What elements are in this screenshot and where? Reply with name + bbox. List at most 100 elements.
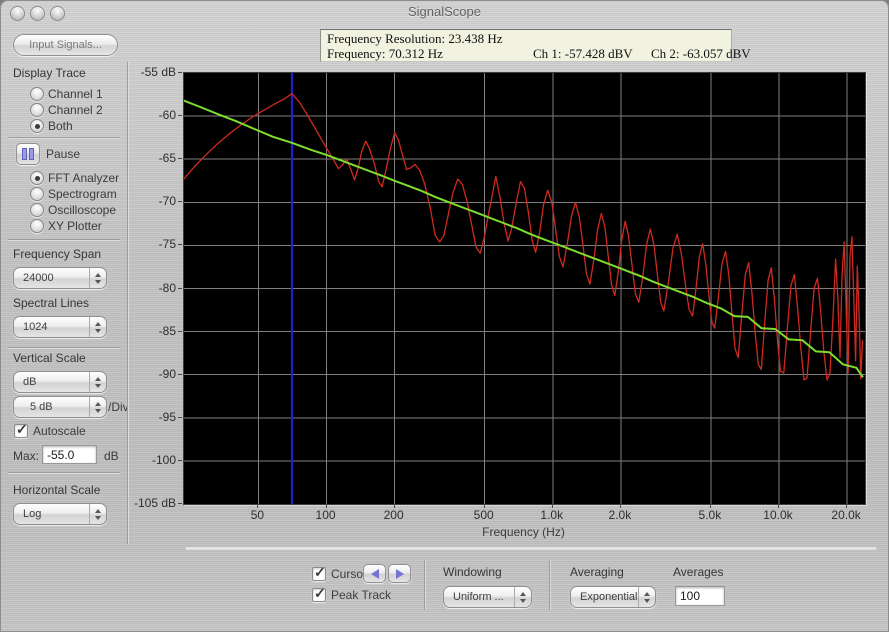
x-tick-mark xyxy=(257,504,259,508)
db-per-div-select[interactable]: 5 dB xyxy=(13,396,107,418)
pause-label: Pause xyxy=(46,147,81,161)
averages-input[interactable]: 100 xyxy=(675,586,725,606)
y-tick-label: -65 xyxy=(158,151,176,166)
pause-button[interactable] xyxy=(16,143,40,165)
stepper-arrows-icon xyxy=(89,504,106,524)
y-tick-mark xyxy=(178,201,182,203)
stepper-arrows-icon xyxy=(89,397,106,417)
spectral-lines-value: 1024 xyxy=(23,321,48,333)
y-tick-label: -80 xyxy=(158,280,176,295)
peak-track-checkbox[interactable] xyxy=(312,585,326,602)
zoom-window-button[interactable] xyxy=(50,6,65,21)
spectral-lines-select[interactable]: 1024 xyxy=(13,316,107,338)
radio-spectrogram[interactable] xyxy=(30,187,44,201)
spectrum-plot-canvas[interactable] xyxy=(184,73,865,504)
y-tick-mark xyxy=(178,244,182,246)
trace-ch-1 xyxy=(184,93,864,381)
autoscale-checkbox[interactable] xyxy=(14,421,28,438)
sidebar-divider xyxy=(8,137,120,139)
radio-fft-analyzer-label[interactable]: FFT Analyzer xyxy=(48,171,120,185)
y-tick-label: -90 xyxy=(158,366,176,381)
radio-spectrogram-label[interactable]: Spectrogram xyxy=(48,187,117,201)
stepper-arrows-icon xyxy=(89,317,106,337)
title-bar[interactable]: SignalScope xyxy=(0,0,889,22)
sidebar-divider xyxy=(8,239,120,241)
y-tick-label: -60 xyxy=(158,108,176,123)
arrow-left-icon xyxy=(370,568,379,579)
frequency-span-label: Frequency Span xyxy=(13,247,102,261)
radio-oscilloscope-label[interactable]: Oscilloscope xyxy=(48,203,117,217)
radio-fft-analyzer[interactable] xyxy=(30,171,44,185)
averaging-select[interactable]: Exponential xyxy=(570,586,656,608)
measurement-readout: Frequency Resolution: 23.438 Hz Frequenc… xyxy=(320,29,751,62)
vertical-scale-label: Vertical Scale xyxy=(13,351,86,365)
minimize-window-button[interactable] xyxy=(30,6,45,21)
sidebar-vertical-divider xyxy=(127,62,129,544)
y-tick-mark xyxy=(178,72,182,73)
radio-xy-plotter[interactable] xyxy=(30,219,44,233)
x-tick-mark xyxy=(325,504,327,508)
cursor-checkbox[interactable] xyxy=(312,564,326,581)
stepper-arrows-icon xyxy=(89,268,106,288)
radio-channel-1-label[interactable]: Channel 1 xyxy=(48,87,103,101)
autoscale-label[interactable]: Autoscale xyxy=(33,424,86,438)
horizontal-scale-value: Log xyxy=(23,508,42,520)
radio-both-label[interactable]: Both xyxy=(48,119,73,133)
bottom-divider xyxy=(549,560,551,610)
y-tick-label: -55 dB xyxy=(140,65,176,79)
radio-channel-2[interactable] xyxy=(30,103,44,117)
horizontal-scale-label: Horizontal Scale xyxy=(13,483,101,497)
cursor-left-button[interactable] xyxy=(363,564,386,583)
pause-icon xyxy=(22,148,34,160)
vertical-unit-value: dB xyxy=(23,376,37,388)
radio-channel-1[interactable] xyxy=(30,87,44,101)
windowing-select[interactable]: Uniform ... xyxy=(443,586,532,608)
y-tick-label: -100 xyxy=(151,452,176,467)
y-tick-label: -95 xyxy=(158,409,176,424)
cursor-checkbox-label[interactable]: Cursor xyxy=(331,567,368,581)
y-tick-mark xyxy=(178,158,182,160)
peak-track-checkbox-label[interactable]: Peak Track xyxy=(331,588,392,602)
arrow-right-icon xyxy=(395,568,404,579)
per-div-suffix: /Div xyxy=(108,400,129,414)
x-tick-label: 100 xyxy=(315,508,336,522)
y-tick-mark xyxy=(178,115,182,117)
stepper-arrows-icon xyxy=(89,372,106,392)
y-tick-mark xyxy=(178,330,182,332)
sidebar-divider xyxy=(8,472,120,474)
sidebar-divider xyxy=(8,347,120,349)
radio-xy-plotter-label[interactable]: XY Plotter xyxy=(48,219,102,233)
radio-channel-2-label[interactable]: Channel 2 xyxy=(48,103,103,117)
vertical-unit-select[interactable]: dB xyxy=(13,371,107,393)
input-signals-button[interactable]: Input Signals... xyxy=(13,34,118,56)
x-tick-label: 1.0k xyxy=(540,508,564,522)
stepper-arrows-icon xyxy=(514,587,531,607)
radio-oscilloscope[interactable] xyxy=(30,203,44,217)
x-tick-label: 500 xyxy=(473,508,494,522)
x-tick-label: 5.0k xyxy=(698,508,722,522)
display-trace-label: Display Trace xyxy=(13,66,86,80)
x-tick-label: 20.0k xyxy=(831,508,861,522)
bottom-divider xyxy=(424,560,426,610)
frequency-span-select[interactable]: 24000 xyxy=(13,267,107,289)
spectrum-plot[interactable] xyxy=(183,72,866,505)
x-tick-label: 10.0k xyxy=(763,508,793,522)
ch2-level-readout: Ch 2: -63.057 dBV xyxy=(651,46,751,61)
horizontal-scale-select[interactable]: Log xyxy=(13,503,107,525)
close-window-button[interactable] xyxy=(10,6,25,21)
x-tick-mark xyxy=(709,504,711,508)
windowing-label: Windowing xyxy=(443,565,502,579)
trace-ch-2 xyxy=(184,99,864,378)
radio-both[interactable] xyxy=(30,119,44,133)
x-tick-mark xyxy=(846,504,848,508)
max-input[interactable]: -55.0 xyxy=(42,445,97,464)
y-tick-label: -70 xyxy=(158,194,176,209)
cursor-right-button[interactable] xyxy=(388,564,411,583)
frequency-resolution-readout: Frequency Resolution: 23.438 Hz xyxy=(327,31,503,46)
window-title: SignalScope xyxy=(408,4,481,19)
y-tick-mark xyxy=(178,503,182,504)
frequency-readout: Frequency: 70.312 Hz xyxy=(327,46,443,61)
frequency-span-value: 24000 xyxy=(23,272,54,284)
y-tick-mark xyxy=(178,373,182,375)
